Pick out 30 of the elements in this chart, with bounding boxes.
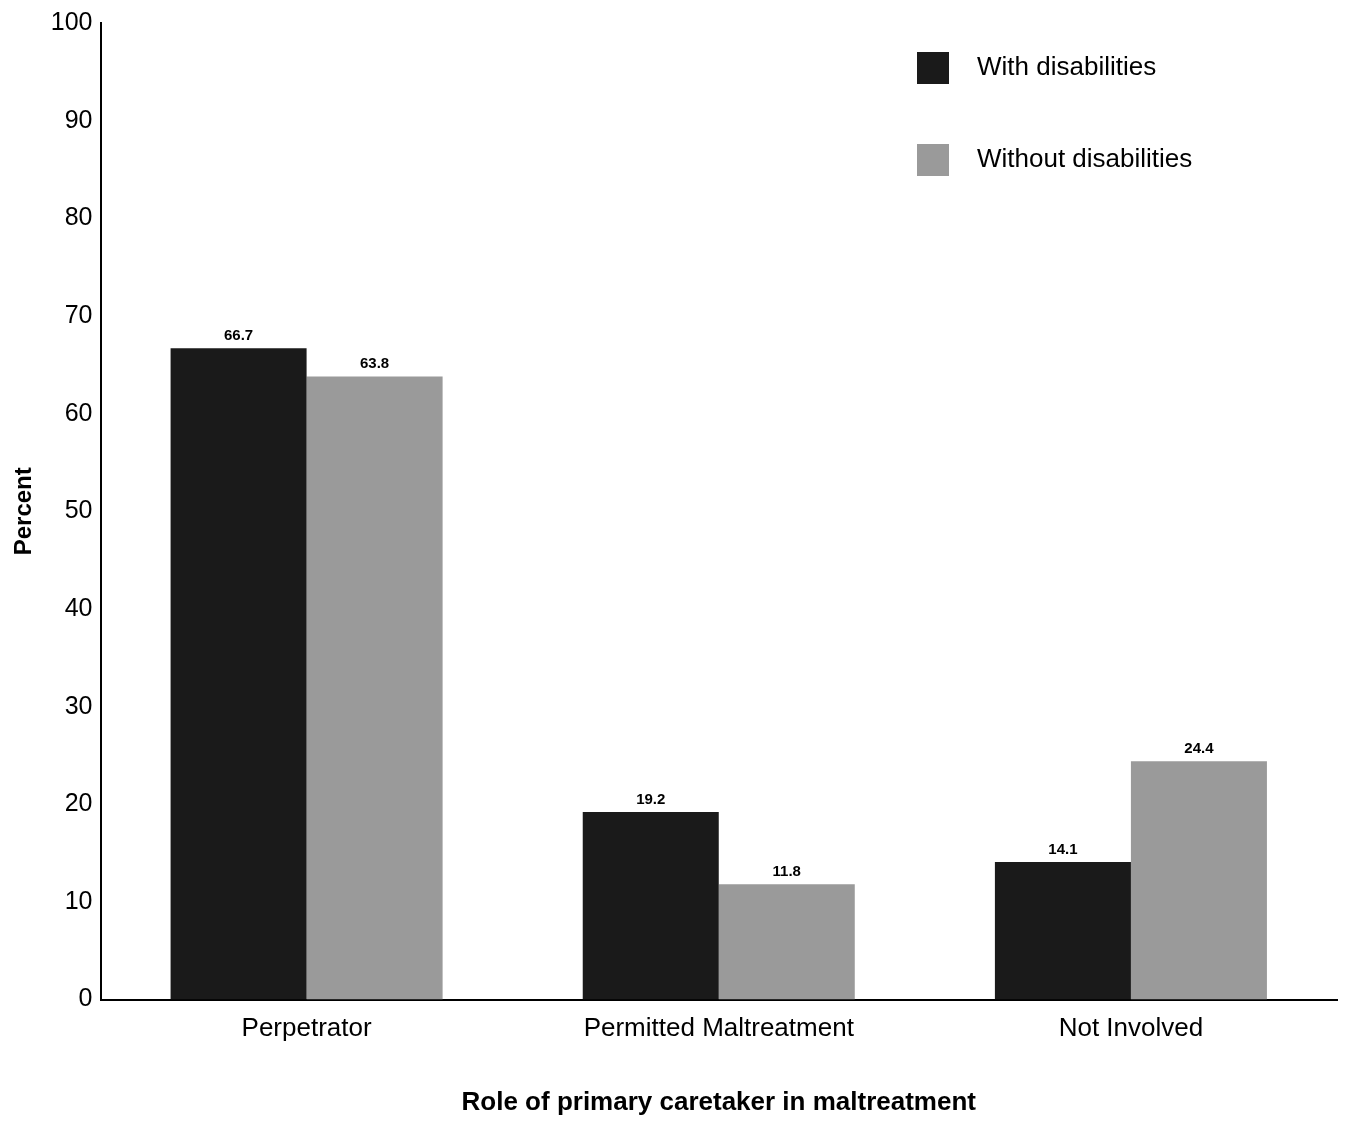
legend-label: With disabilities — [977, 51, 1157, 82]
bar — [170, 348, 307, 1000]
bar — [1130, 761, 1267, 1000]
x-tick-label: Permitted Maltreatment — [583, 1012, 855, 1043]
bar — [582, 812, 719, 1000]
y-tick-label: 80 — [64, 202, 93, 231]
y-tick-label: 90 — [64, 104, 93, 133]
bar — [994, 861, 1131, 1000]
y-tick-label: 60 — [64, 397, 93, 426]
y-tick-label: 70 — [64, 299, 93, 328]
bar — [306, 376, 443, 1000]
legend-label: Without disabilities — [977, 143, 1193, 174]
data-label: 14.1 — [1048, 839, 1078, 857]
x-tick-label: Not Involved — [1058, 1012, 1204, 1043]
bar — [718, 884, 855, 1000]
data-label: 24.4 — [1184, 738, 1215, 756]
y-tick-label: 50 — [64, 495, 93, 524]
y-tick-label: 40 — [64, 592, 93, 621]
x-tick-label: Perpetrator — [241, 1012, 372, 1043]
data-label: 66.7 — [223, 325, 254, 343]
y-tick-label: 30 — [64, 690, 93, 719]
data-label: 19.2 — [636, 789, 666, 807]
x-axis-title: Role of primary caretaker in maltreatment — [461, 1085, 977, 1116]
y-tick-label: 10 — [64, 885, 93, 914]
data-label: 63.8 — [360, 354, 390, 372]
y-tick-label: 0 — [78, 983, 93, 1012]
y-tick-label: 100 — [50, 6, 93, 35]
y-axis-title: Percent — [9, 467, 37, 556]
y-tick-label: 20 — [64, 788, 93, 817]
data-label: 11.8 — [772, 862, 801, 879]
